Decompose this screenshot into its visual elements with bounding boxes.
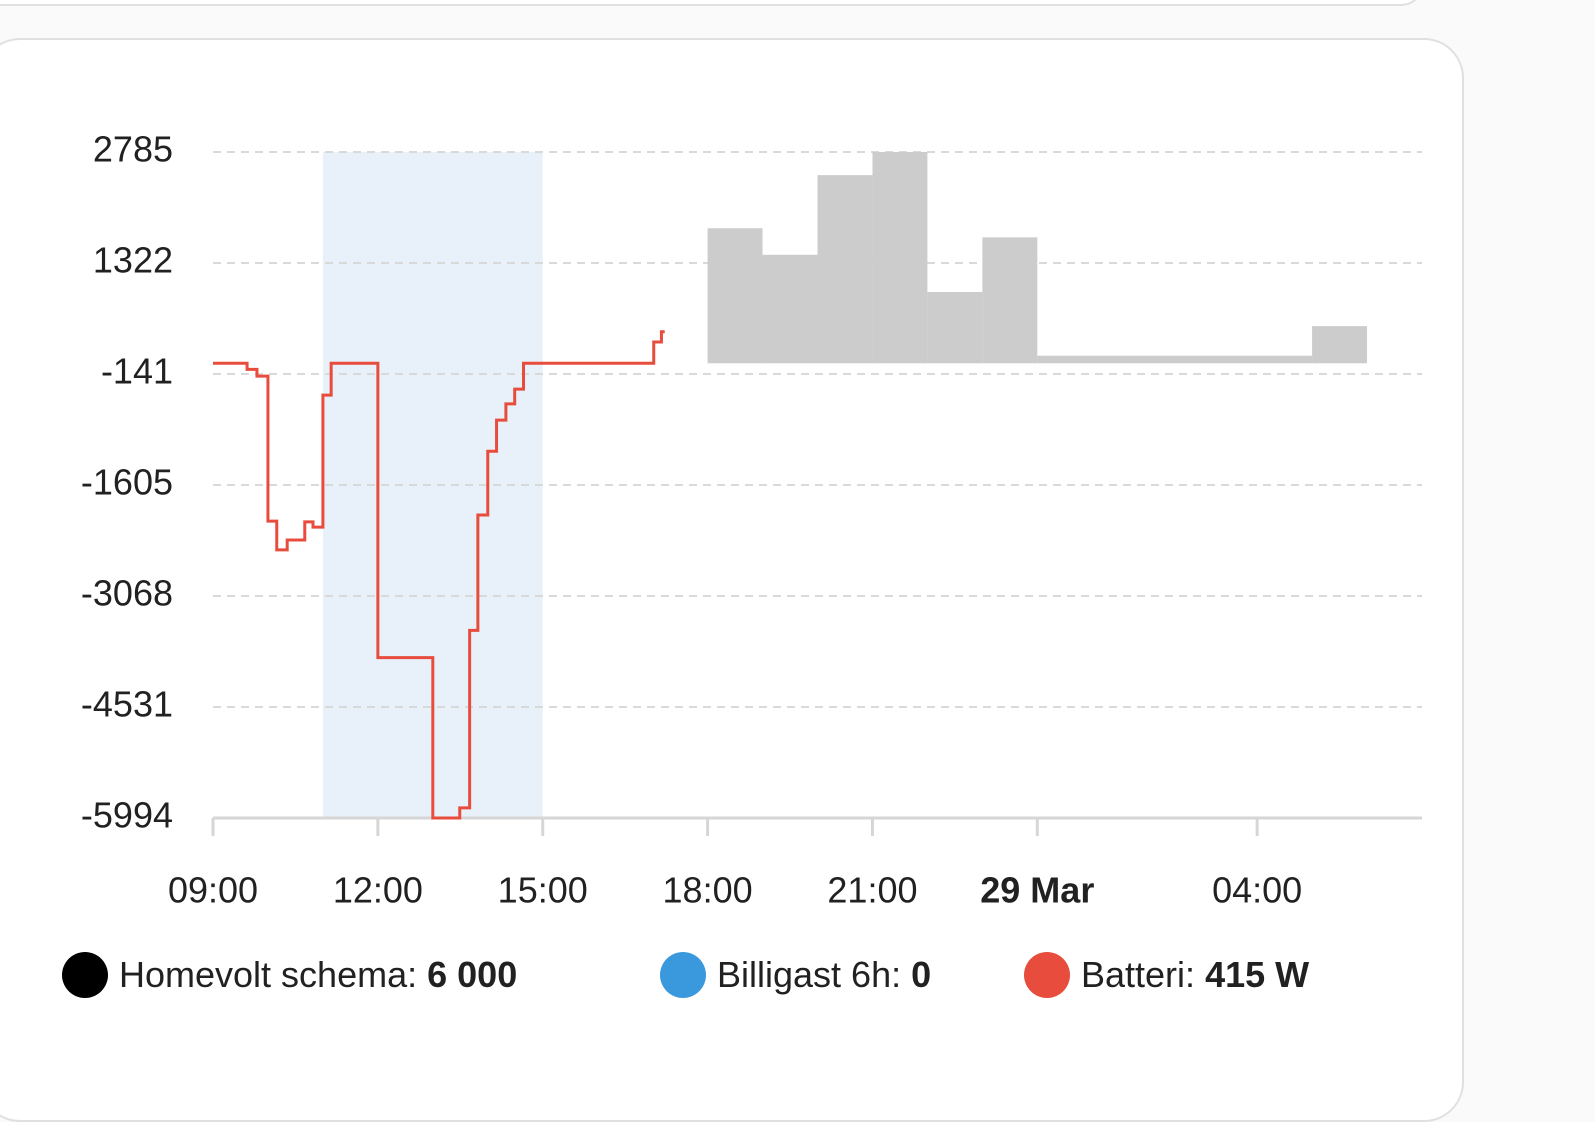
- legend-name: Homevolt schema: [119, 954, 408, 995]
- page: {"chart_data": {"type": "line", "xlim": …: [0, 0, 1464, 1122]
- legend-value: 415 W: [1205, 954, 1309, 995]
- y-tick-label: -5994: [81, 795, 173, 836]
- x-tick-label: 09:00: [168, 870, 258, 911]
- legend: Homevolt schema: 6 000 Billigast 6h: 0 Bat…: [62, 952, 1309, 998]
- schedule-bar: [762, 254, 818, 364]
- x-tick-label: 29 Mar: [980, 870, 1094, 911]
- y-tick-label: 1322: [93, 240, 173, 281]
- x-tick-label: 21:00: [827, 870, 917, 911]
- legend-separator: :: [1185, 954, 1205, 995]
- legend-item: Billigast 6h: 0: [717, 954, 931, 995]
- legend-marker: [1024, 952, 1070, 998]
- legend-value: 6 000: [427, 954, 517, 995]
- schedule-bar: [1312, 326, 1368, 364]
- chart: 2785 1322 -141 -1605 -3068 -4531 -5994 09:00 12:…: [62, 129, 1422, 998]
- schedule-bar: [927, 291, 983, 364]
- legend-value: 0: [911, 954, 931, 995]
- x-tick-label: 12:00: [333, 870, 423, 911]
- x-tick-label: 18:00: [663, 870, 753, 911]
- legend-item: Homevolt schema: 6 000: [119, 954, 517, 995]
- y-tick-label: -1605: [81, 462, 173, 503]
- y-tick-label: 2785: [93, 129, 173, 170]
- schedule-bar: [1037, 355, 1313, 364]
- x-tick-label: 15:00: [498, 870, 588, 911]
- schedule-bar: [707, 228, 763, 364]
- legend-separator: :: [891, 954, 911, 995]
- x-tick-label: 04:00: [1212, 870, 1302, 911]
- chart-card: [0, 38, 1464, 1122]
- legend-item: Batteri: 415 W: [1081, 954, 1309, 995]
- battery-line: [213, 330, 665, 820]
- legend-marker: [62, 952, 108, 998]
- schedule-bar: [872, 152, 928, 364]
- legend-name: Batteri: [1081, 954, 1185, 995]
- schedule-bar: [982, 237, 1038, 364]
- legend-name: Billigast 6h: [717, 954, 891, 995]
- y-tick-label: -3068: [81, 573, 173, 614]
- y-tick-label: -4531: [81, 684, 173, 725]
- y-tick-label: -141: [101, 350, 173, 391]
- legend-marker: [660, 952, 706, 998]
- legend-separator: :: [407, 954, 427, 995]
- schedule-bar: [817, 175, 873, 364]
